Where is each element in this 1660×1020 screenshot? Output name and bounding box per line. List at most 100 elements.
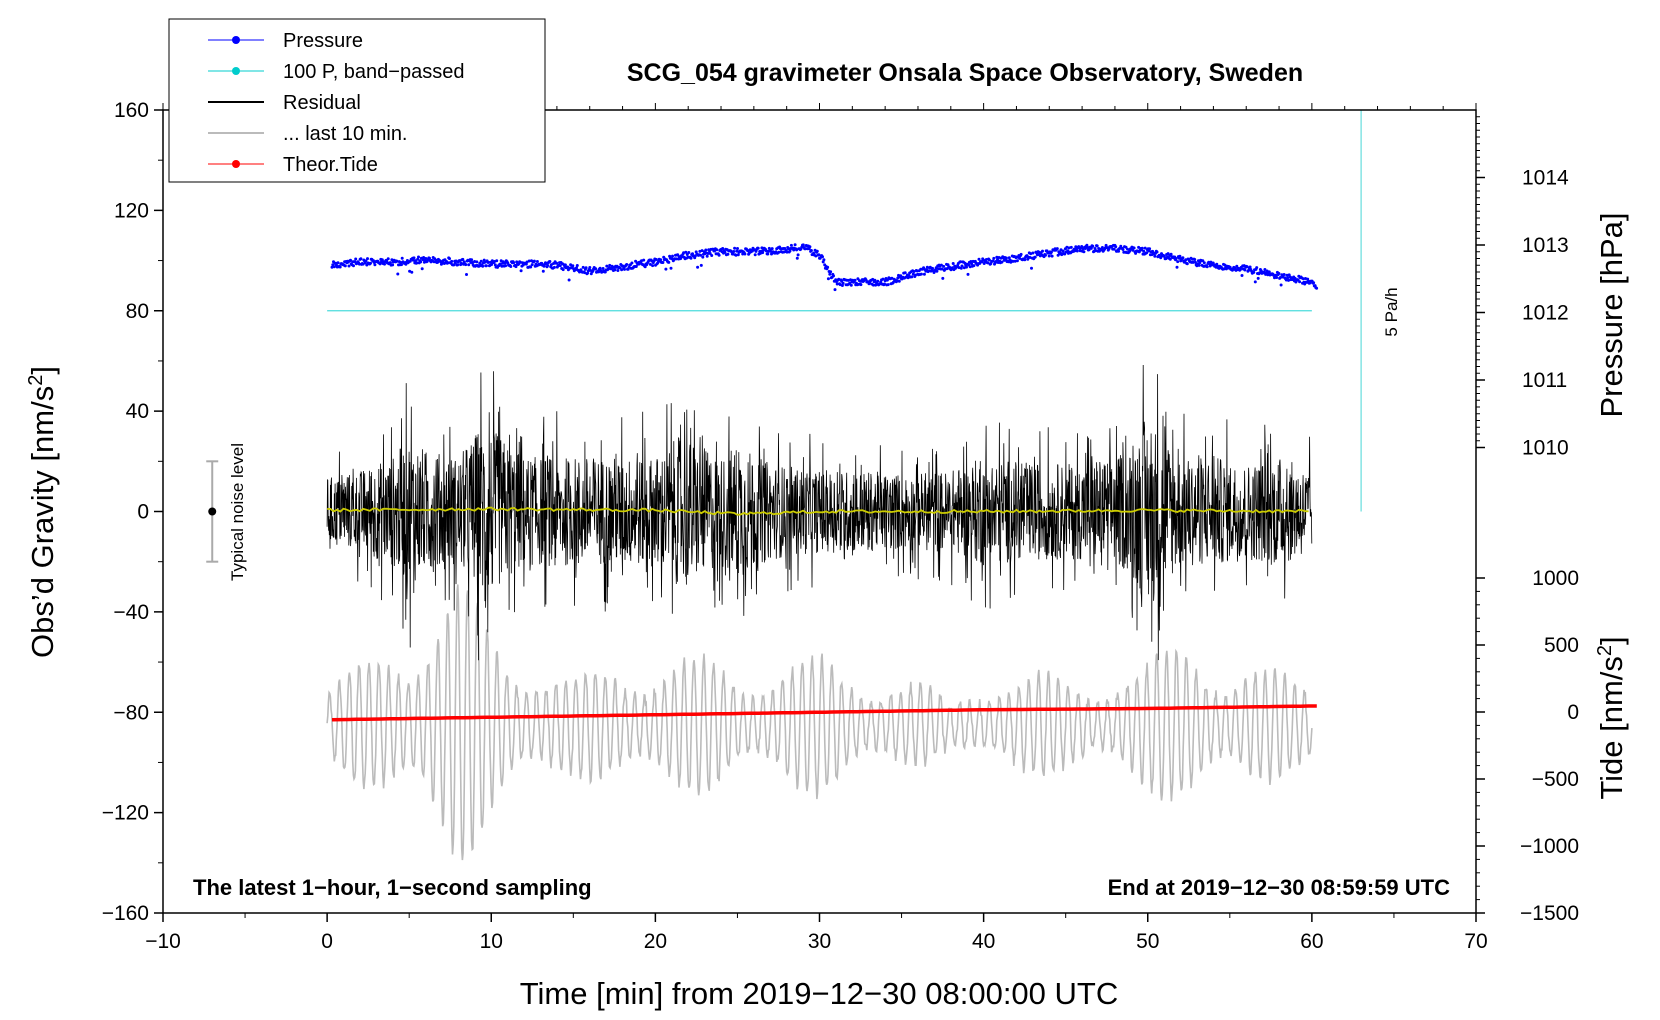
pressure-point bbox=[364, 259, 368, 263]
pressure-point bbox=[897, 279, 901, 283]
pressure-point bbox=[1030, 266, 1033, 270]
pressure-point bbox=[936, 267, 940, 271]
pressure-point bbox=[829, 270, 833, 274]
pressure-point bbox=[1201, 259, 1205, 263]
pressure-point bbox=[661, 261, 665, 264]
pressure-point bbox=[1044, 253, 1047, 257]
pressure-point bbox=[416, 257, 420, 261]
pressure-point bbox=[448, 257, 451, 261]
pressure-point bbox=[541, 269, 545, 273]
pressure-point bbox=[809, 249, 813, 252]
y-tick-label: 80 bbox=[126, 300, 149, 323]
pressure-point bbox=[770, 247, 774, 251]
pressure-point bbox=[415, 261, 419, 265]
y-tick-label: −120 bbox=[102, 802, 149, 825]
pressure-point bbox=[388, 261, 392, 265]
pressure-point bbox=[664, 267, 668, 271]
pressure-point bbox=[366, 257, 369, 261]
pressure-point bbox=[500, 264, 504, 268]
pressure-point bbox=[347, 264, 351, 268]
pressure-point bbox=[734, 253, 738, 257]
x-tick-label: 20 bbox=[644, 930, 667, 953]
pressure-point bbox=[464, 263, 468, 267]
pressure-point bbox=[1153, 254, 1157, 258]
pressure-point bbox=[715, 248, 719, 252]
tide-tick-label: −1500 bbox=[1520, 902, 1579, 925]
pressure-point bbox=[912, 270, 916, 273]
pressure-point bbox=[822, 258, 826, 262]
legend-marker bbox=[232, 36, 240, 44]
pressure-point bbox=[654, 258, 658, 261]
pressure-point bbox=[770, 252, 773, 256]
pressure-point bbox=[1033, 255, 1037, 259]
pressure-point bbox=[481, 264, 485, 268]
tide-tick-label: −500 bbox=[1532, 768, 1579, 791]
y-tick-label: 0 bbox=[137, 501, 149, 524]
pressure-point bbox=[563, 263, 567, 267]
pressure-point bbox=[642, 258, 646, 262]
pressure-point bbox=[1069, 245, 1073, 249]
pressure-point bbox=[512, 261, 516, 265]
pressure-point bbox=[1015, 259, 1019, 263]
left-y-axis-title: Obs’d Gravity [nm/s2] bbox=[25, 366, 60, 658]
pressure-point bbox=[743, 252, 747, 256]
pressure-point bbox=[361, 262, 365, 266]
pressure-point bbox=[410, 270, 414, 274]
pressure-point bbox=[1121, 248, 1125, 251]
pressure-point bbox=[1031, 251, 1035, 255]
pressure-point bbox=[1075, 249, 1079, 253]
pressure-point bbox=[826, 265, 830, 269]
y-tick-label: 160 bbox=[114, 99, 149, 122]
legend-marker bbox=[232, 160, 240, 168]
pressure-point bbox=[1091, 244, 1095, 248]
pressure-point bbox=[571, 264, 575, 268]
pressure-point bbox=[977, 257, 981, 261]
pressure-point bbox=[1255, 266, 1259, 270]
pressure-point bbox=[529, 265, 533, 269]
x-tick-label: 40 bbox=[972, 930, 995, 953]
pressure-point bbox=[915, 269, 919, 273]
pressure-point bbox=[699, 253, 703, 257]
pressure-point bbox=[1185, 262, 1189, 266]
pressure-point bbox=[555, 261, 559, 265]
pressure-point bbox=[873, 278, 877, 282]
pressure-point bbox=[354, 257, 358, 261]
pressure-point bbox=[1312, 281, 1316, 285]
pressure-point bbox=[373, 263, 377, 267]
pressure-axis-title: Pressure [hPa] bbox=[1594, 212, 1629, 417]
pressure-point bbox=[527, 259, 531, 263]
pressure-point bbox=[721, 247, 725, 250]
pressure-point bbox=[1066, 249, 1070, 253]
pressure-point bbox=[359, 257, 363, 261]
pressure-point bbox=[992, 256, 996, 260]
pressure-point bbox=[687, 251, 691, 254]
pressure-point bbox=[420, 267, 424, 271]
pressure-point bbox=[1086, 246, 1090, 249]
pressure-point bbox=[696, 265, 700, 269]
pressure-point bbox=[1315, 286, 1319, 290]
pressure-point bbox=[808, 245, 812, 249]
pressure-point bbox=[1223, 263, 1227, 267]
pressure-point bbox=[941, 276, 945, 280]
pressure-point bbox=[503, 261, 507, 265]
pressure-point bbox=[1162, 255, 1166, 258]
pressure-point bbox=[509, 265, 513, 268]
chart-title: SCG_054 gravimeter Onsala Space Observat… bbox=[627, 59, 1303, 87]
pressure-point bbox=[960, 264, 964, 268]
pressure-point bbox=[484, 264, 488, 268]
pressure-point bbox=[991, 259, 995, 263]
pressure-point bbox=[1267, 270, 1271, 274]
pressure-point bbox=[801, 243, 805, 247]
pressure-point bbox=[338, 265, 342, 269]
pressure-point bbox=[1047, 254, 1051, 258]
pressure-point bbox=[584, 266, 588, 270]
pressure-point bbox=[832, 274, 835, 278]
pressure-point bbox=[1142, 249, 1146, 253]
pressure-point bbox=[659, 258, 663, 262]
pressure-point bbox=[965, 265, 968, 269]
pressure-point bbox=[761, 251, 765, 255]
pressure-point bbox=[1306, 277, 1310, 281]
running-mean-trace bbox=[327, 506, 1309, 516]
pressure-point bbox=[833, 288, 837, 292]
pressure-point bbox=[753, 253, 757, 257]
